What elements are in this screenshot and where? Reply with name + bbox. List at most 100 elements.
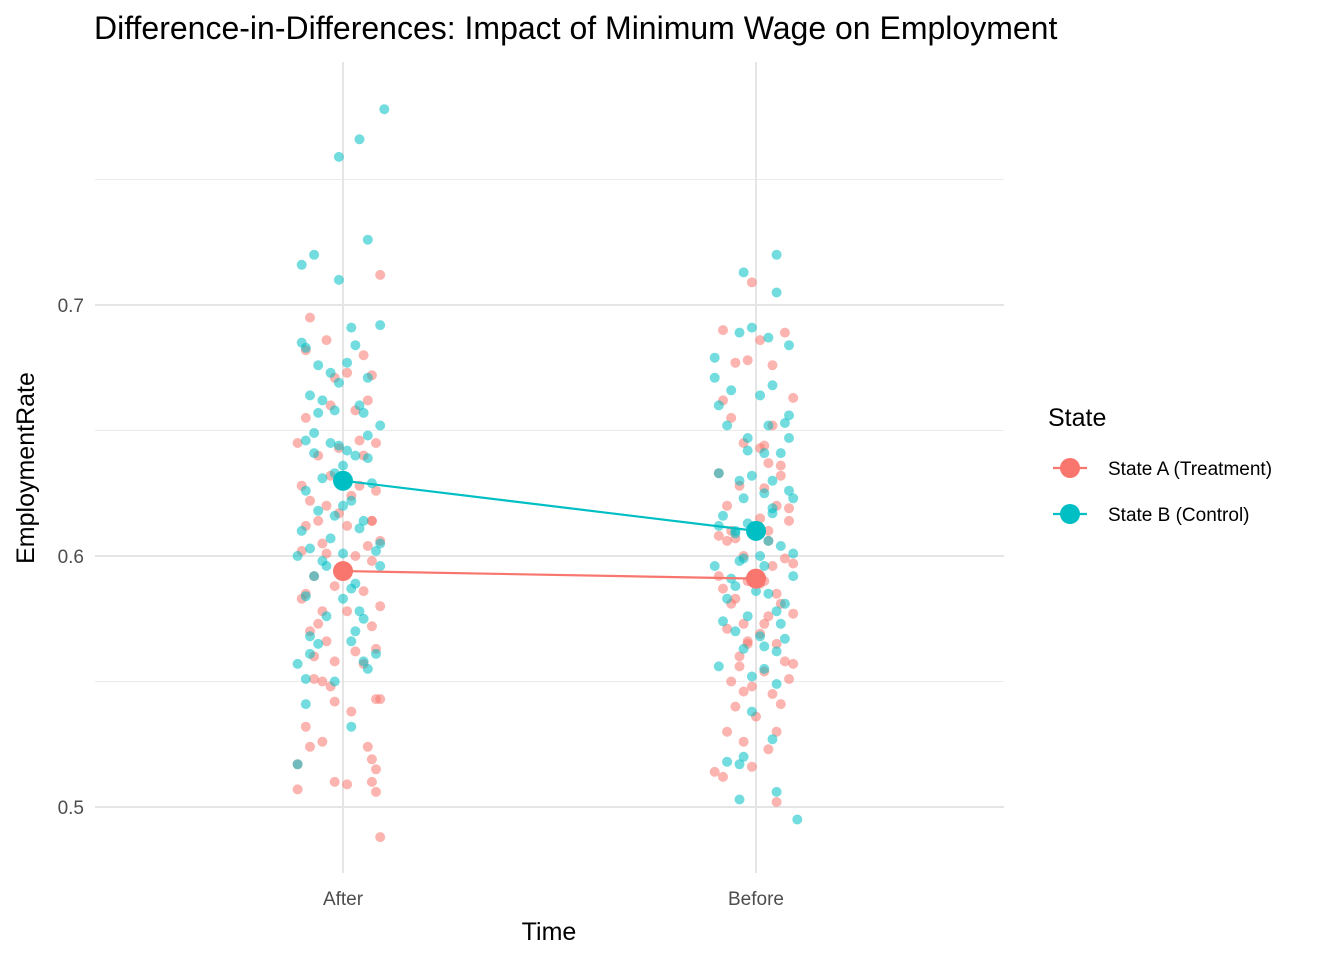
data-point [309,448,320,459]
data-point [709,352,720,363]
data-point [742,636,753,647]
data-point [342,357,353,368]
data-point [342,445,353,456]
data-point [709,561,720,571]
data-point [713,530,724,541]
data-point [338,548,348,559]
data-point [300,591,311,602]
data-point [362,741,373,752]
data-point [759,448,770,459]
data-point [329,696,340,707]
data-point [375,420,386,431]
data-point [784,433,794,443]
data-point [788,493,799,504]
data-point [350,646,361,657]
data-point [350,551,361,561]
data-point [305,631,315,642]
x-tick-labels: After Before [323,889,784,910]
data-point [713,661,724,672]
data-point [771,249,782,260]
data-point [313,638,324,649]
data-point [779,656,790,667]
data-point [718,616,728,627]
data-point [371,786,381,797]
data-point [771,588,782,599]
data-point [709,372,720,383]
data-point [713,400,724,411]
data-point [742,611,753,622]
data-point [292,438,303,448]
data-point [358,350,369,361]
data-point [300,412,311,423]
data-point [354,400,365,411]
data-point [292,759,303,770]
data-point [767,360,778,371]
data-point [779,418,790,428]
data-point [734,475,745,486]
data-point [346,706,357,717]
data-point [718,583,728,594]
data-point [375,269,386,280]
data-point [366,515,377,526]
data-point [375,561,386,571]
legend-key-point [1060,458,1080,478]
legend-title: State [1048,404,1106,432]
data-point [305,741,315,752]
data-point [784,340,794,351]
mean-lines [342,479,757,580]
data-point [346,495,357,506]
data-point [300,674,311,684]
data-point [779,633,790,644]
data-point [755,335,766,346]
data-point [317,676,328,687]
data-point [362,453,373,464]
data-point [346,583,357,594]
data-point [305,543,315,554]
data-point [784,410,794,421]
data-point [738,643,749,654]
data-point [788,608,799,619]
data-point [309,571,320,582]
data-point [379,104,390,115]
data-point [338,460,348,471]
legend-label: State A (Treatment) [1108,459,1272,480]
data-point [784,674,794,684]
data-point [354,606,365,617]
data-point [321,611,332,622]
data-point [305,312,315,323]
data-point [759,561,770,571]
data-point [333,440,344,451]
data-point [763,535,774,546]
data-point [746,681,757,692]
mean-line [342,569,757,580]
data-point [354,134,365,145]
data-point [371,485,381,496]
data-point [362,541,373,551]
data-point [771,287,782,298]
data-point [746,277,757,288]
data-point [755,513,766,524]
data-point [296,525,307,536]
data-point [730,701,741,712]
data-point [300,721,311,732]
data-point [718,510,728,521]
data-point [763,420,774,431]
data-point [371,648,381,659]
data-point [350,626,361,637]
data-point [292,658,303,669]
mean-point [746,520,766,541]
data-point [317,538,328,549]
data-point [325,367,336,378]
data-point [722,726,733,737]
mean-points [333,470,766,589]
y-axis-title: EmploymentRate [12,372,40,564]
data-point [333,151,344,162]
data-point [366,776,377,787]
data-point [746,761,757,772]
data-point [713,571,724,582]
data-point [788,571,799,582]
data-point [366,621,377,632]
data-point [329,581,340,592]
data-point [738,736,749,747]
data-point [317,395,328,406]
